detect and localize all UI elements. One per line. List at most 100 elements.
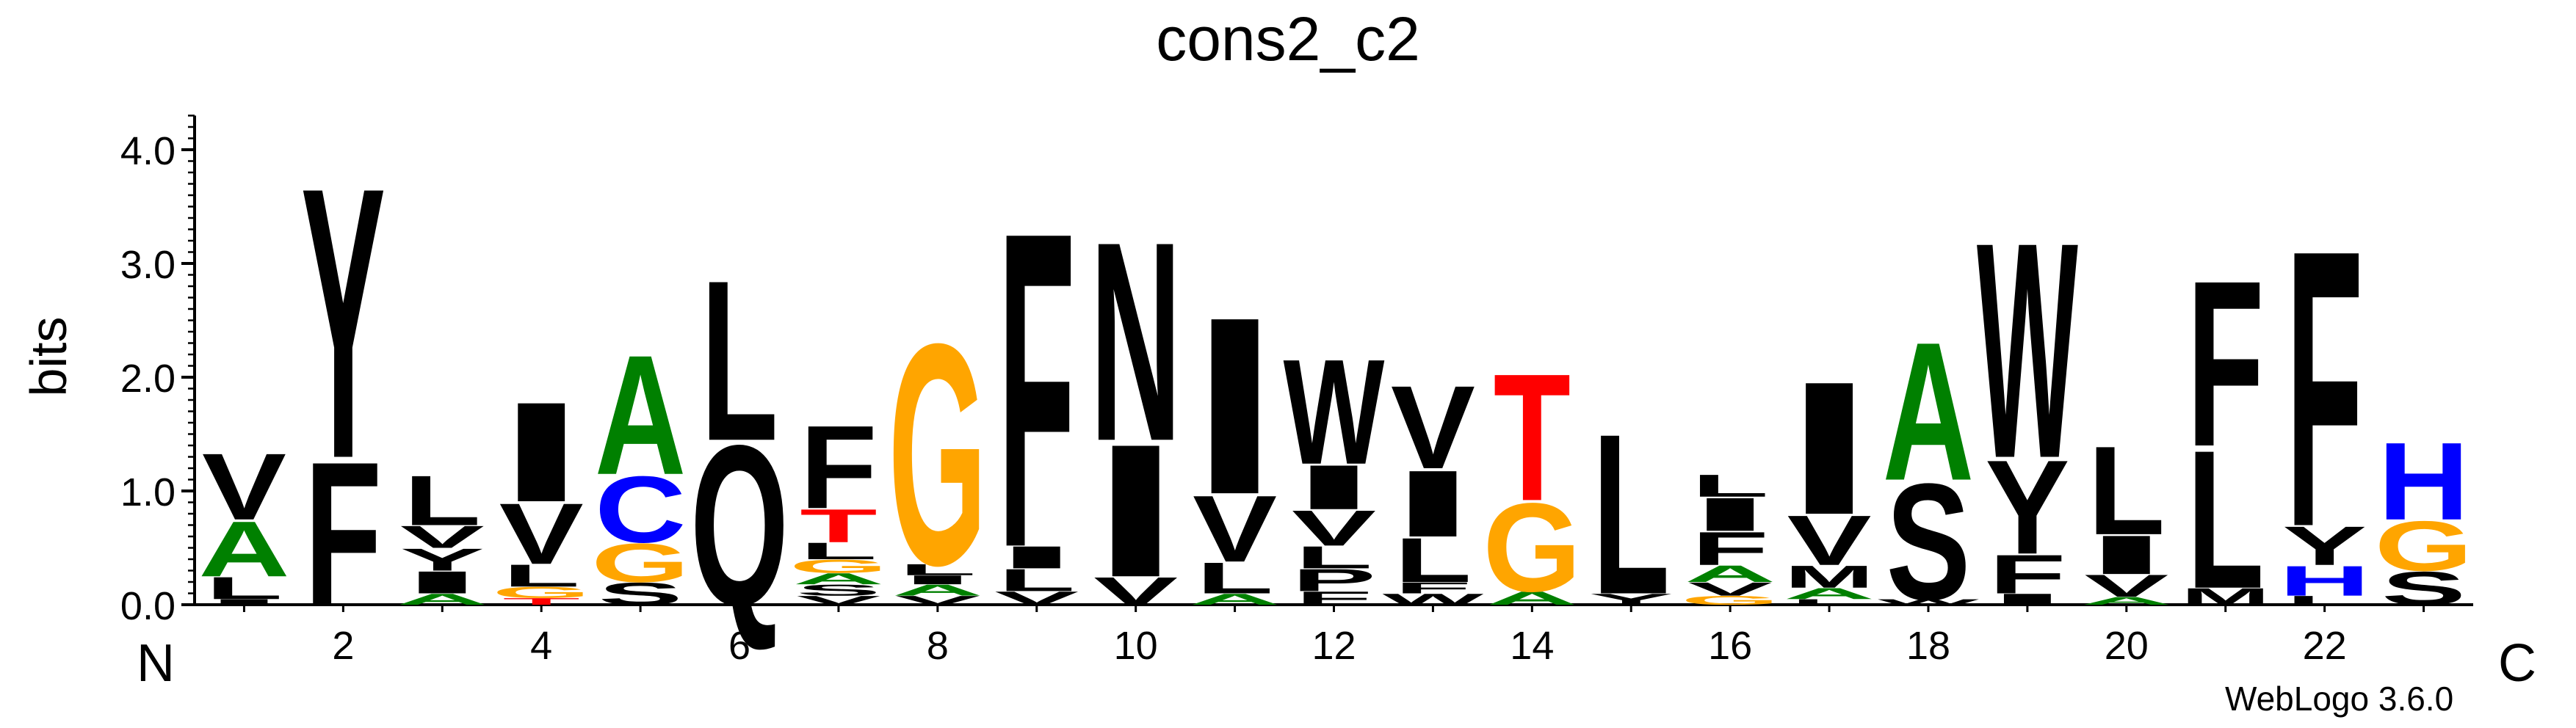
logo-letter-H: H: [2279, 558, 2370, 605]
logo-letter-L: L: [998, 562, 1075, 597]
chart-title: cons2_c2: [1156, 4, 1420, 73]
logo-letter-M: M: [2181, 583, 2271, 610]
logo-letter-M: M: [1784, 559, 1874, 594]
logo-letter-I: I: [2081, 524, 2171, 586]
logo-letter-Y: Y: [1985, 432, 2069, 583]
logo-letter-F: F: [1989, 544, 2066, 605]
logo-letter-L: L: [1593, 387, 1670, 642]
logo-letter-A: A: [198, 506, 289, 594]
logo-letter-L: L: [206, 570, 283, 605]
logo-letter-P: P: [1292, 562, 1376, 597]
logo-letter-V: V: [796, 593, 880, 607]
logo-letter-L: L: [2286, 593, 2363, 607]
weblogo-credit: WebLogo 3.6.0: [2225, 680, 2453, 718]
logo-letter-F: F: [2187, 231, 2264, 496]
logo-letter-T: T: [800, 499, 877, 552]
logo-letter-G: G: [1681, 593, 1779, 607]
logo-letter-A: A: [1486, 588, 1577, 609]
logo-letter-L: L: [404, 461, 481, 541]
logo-letter-Y: Y: [2282, 515, 2367, 577]
logo-letter-S: S: [796, 581, 880, 599]
logo-letter-I: I: [1388, 451, 1478, 556]
logo-letter-V: V: [994, 588, 1079, 609]
logo-letter-V: V: [499, 486, 584, 583]
logo-letter-Q: Q: [690, 398, 789, 654]
logo-letter-C: C: [595, 457, 686, 563]
logo-letter-W: W: [1977, 178, 2079, 523]
y-tick-label: 3.0: [120, 243, 176, 287]
logo-letter-L: L: [899, 561, 976, 578]
logo-letter-T: T: [1494, 337, 1571, 539]
n-terminus-label: N: [137, 634, 175, 693]
logo-letter-L: L: [2187, 409, 2264, 630]
logo-letter-L: L: [1394, 525, 1472, 595]
x-tick-label: 14: [1510, 624, 1554, 668]
x-tick-label: 10: [1114, 624, 1158, 668]
logo-letter-L: L: [1196, 553, 1273, 603]
y-axis: 0.0 1.0 2.0 3.0 4.0: [120, 114, 196, 628]
y-tick-label: 4.0: [120, 129, 176, 173]
logo-letter-T: T: [503, 596, 580, 606]
logo-letter-L: L: [2088, 420, 2165, 561]
logo-letter-G: G: [591, 533, 690, 594]
x-tick-label: 16: [1708, 624, 1752, 668]
x-tick-label: 2: [332, 624, 354, 668]
logo-letter-I: I: [991, 539, 1082, 575]
logo-letter-L: L: [800, 538, 877, 564]
logo-letter-V: V: [1391, 362, 1475, 494]
logo-letter-W: W: [1383, 591, 1485, 608]
logo-letter-F: F: [800, 401, 877, 534]
logo-letter-V: V: [1093, 569, 1178, 614]
logo-letter-A: A: [397, 591, 488, 608]
logo-letter-Y: Y: [400, 542, 485, 577]
logo-letter-Y: Y: [1589, 591, 1674, 608]
logo-letter-F: F: [998, 139, 1075, 641]
logo-letter-I: I: [1090, 405, 1181, 616]
logo-letter-F: F: [1691, 522, 1768, 575]
logo-letter-F: F: [1295, 588, 1372, 609]
logo-letter-W: W: [1284, 327, 1385, 495]
logo-letter-F: F: [305, 420, 382, 649]
logo-letter-V: V: [1193, 476, 1277, 582]
logo-letter-G: G: [492, 583, 590, 601]
logo-letter-V: V: [2084, 568, 2168, 603]
logo-letter-L: L: [1691, 468, 1768, 503]
logo-letter-I: I: [1289, 452, 1379, 523]
x-tick-label: 6: [728, 624, 750, 668]
logo-letter-F: F: [2286, 167, 2363, 609]
logo-letter-I: I: [1784, 342, 1874, 553]
logo-letter-S: S: [598, 576, 683, 611]
x-axis: 2 4 6 8 10 12 14 16 18 20 22: [195, 603, 2473, 668]
logo-letter-I: I: [1685, 488, 1776, 541]
logo-letter-L: L: [701, 233, 778, 489]
logo-letter-G: G: [2374, 506, 2472, 586]
logo-letter-V: V: [895, 593, 980, 607]
logo-letter-H: H: [2378, 420, 2469, 543]
logo-letter-V: V: [202, 434, 286, 540]
logo-letter-G: G: [889, 279, 987, 632]
logo-letter-L: L: [1295, 539, 1372, 575]
x-tick-label: 8: [927, 624, 949, 668]
logo-letter-V: V: [1787, 500, 1872, 580]
logo-letter-A: A: [595, 321, 686, 511]
y-tick-label: 0.0: [120, 584, 176, 628]
logo-letter-V: V: [1688, 578, 1773, 600]
logo-letter-V: V: [1292, 500, 1376, 556]
logo-letter-A: A: [1883, 300, 1974, 521]
logo-letter-A: A: [2081, 594, 2173, 607]
logo-letter-A: A: [1685, 561, 1776, 587]
logo-letter-G: G: [789, 556, 888, 577]
logo-letter-W: W: [1878, 597, 1979, 606]
x-tick-label: 4: [530, 624, 552, 668]
logo-letter-S: S: [2381, 561, 2466, 614]
y-tick-label: 2.0: [120, 357, 176, 401]
y-tick-label: 1.0: [120, 470, 176, 514]
logo-letter-A: A: [1189, 591, 1280, 608]
logo-letter-L: L: [1790, 597, 1867, 606]
c-terminus-label: C: [2498, 634, 2536, 693]
x-tick-label: 22: [2303, 624, 2347, 668]
logo-letter-Y: Y: [301, 108, 386, 540]
y-axis-label: bits: [20, 317, 77, 397]
